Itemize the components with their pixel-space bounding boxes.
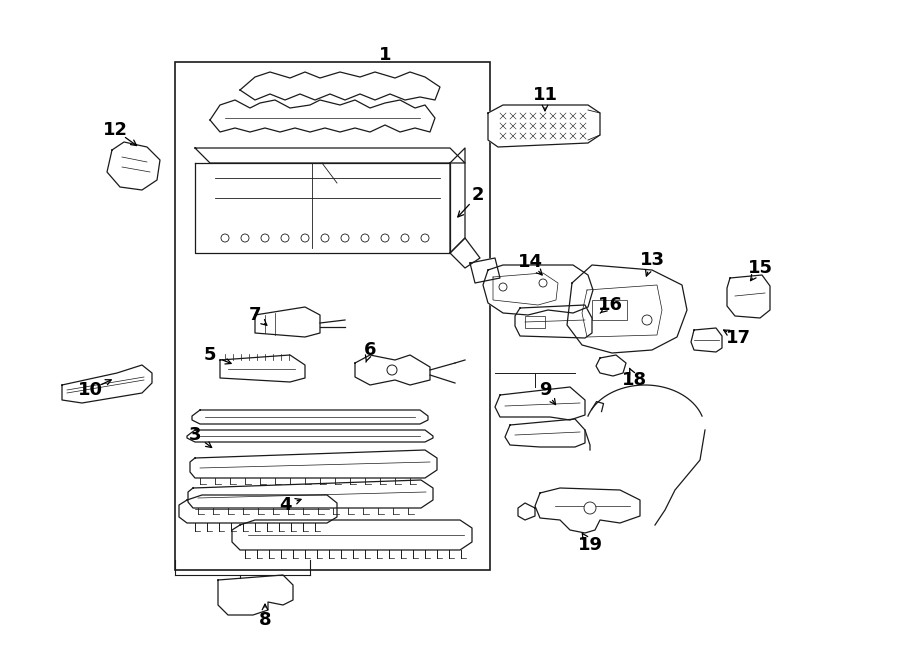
Polygon shape [240, 72, 440, 100]
Polygon shape [495, 387, 585, 420]
Bar [525, 316, 545, 328]
Circle shape [387, 365, 397, 375]
Circle shape [499, 283, 507, 291]
Circle shape [241, 234, 249, 242]
Polygon shape [179, 495, 337, 523]
Text: 16: 16 [598, 296, 623, 314]
Polygon shape [210, 100, 435, 132]
Circle shape [361, 234, 369, 242]
Text: 5: 5 [203, 346, 216, 364]
Circle shape [281, 234, 289, 242]
Polygon shape [232, 520, 472, 550]
Polygon shape [62, 365, 152, 403]
Polygon shape [187, 430, 433, 442]
Text: 12: 12 [103, 121, 128, 139]
Text: 6: 6 [364, 341, 376, 359]
Polygon shape [596, 355, 626, 376]
Circle shape [381, 234, 389, 242]
Polygon shape [188, 480, 433, 508]
Text: 18: 18 [623, 371, 648, 389]
Circle shape [341, 234, 349, 242]
Polygon shape [255, 307, 320, 337]
Polygon shape [192, 410, 428, 424]
Text: 2: 2 [472, 186, 484, 204]
Circle shape [301, 234, 309, 242]
Circle shape [421, 234, 429, 242]
Text: 19: 19 [578, 536, 602, 554]
Polygon shape [218, 575, 293, 615]
Polygon shape [450, 148, 465, 253]
Circle shape [401, 234, 409, 242]
Polygon shape [450, 238, 480, 268]
Polygon shape [727, 275, 770, 318]
Circle shape [321, 234, 329, 242]
Text: 7: 7 [248, 306, 261, 324]
Polygon shape [515, 305, 592, 338]
Circle shape [261, 234, 269, 242]
Bar [592, 300, 627, 320]
Polygon shape [470, 258, 500, 283]
Text: 1: 1 [379, 46, 392, 64]
Circle shape [221, 234, 229, 242]
Text: 17: 17 [725, 329, 751, 347]
Polygon shape [190, 450, 437, 478]
Circle shape [539, 279, 547, 287]
Polygon shape [355, 355, 430, 385]
Polygon shape [505, 419, 585, 447]
Bar [175, 62, 490, 570]
Polygon shape [195, 148, 465, 163]
Polygon shape [567, 265, 687, 353]
Text: 11: 11 [533, 86, 557, 104]
Polygon shape [483, 265, 593, 315]
Text: 10: 10 [77, 381, 103, 399]
Text: 3: 3 [189, 426, 202, 444]
Circle shape [584, 502, 596, 514]
Text: 14: 14 [518, 253, 543, 271]
Polygon shape [691, 328, 722, 352]
Polygon shape [535, 488, 640, 533]
Text: 15: 15 [748, 259, 772, 277]
Polygon shape [220, 355, 305, 382]
Text: 9: 9 [539, 381, 551, 399]
Text: 8: 8 [258, 611, 271, 629]
Polygon shape [488, 105, 600, 147]
Polygon shape [195, 163, 450, 253]
Text: 4: 4 [279, 496, 292, 514]
Text: 13: 13 [640, 251, 664, 269]
Polygon shape [518, 503, 535, 520]
Circle shape [642, 315, 652, 325]
Polygon shape [107, 142, 160, 190]
